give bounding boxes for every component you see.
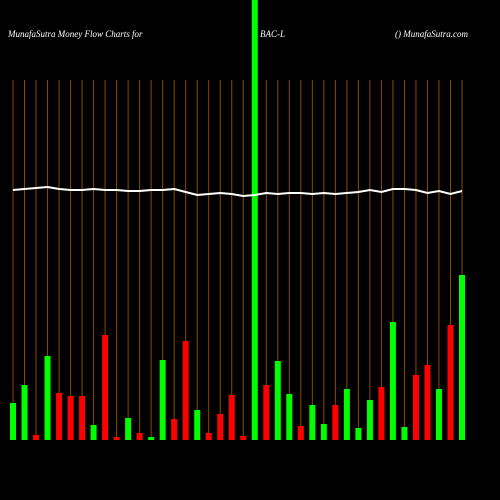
bar (378, 387, 385, 440)
bar (355, 428, 362, 440)
bar (389, 322, 396, 440)
bar (240, 436, 247, 440)
bar (67, 396, 74, 440)
bar (44, 356, 51, 440)
bar (125, 418, 132, 440)
bar (33, 435, 40, 440)
bar (286, 394, 293, 440)
bar (90, 425, 97, 440)
bar (228, 395, 235, 440)
bar (205, 433, 212, 440)
bar (297, 426, 304, 440)
bar (332, 405, 339, 440)
bar (343, 389, 350, 440)
bar (459, 275, 465, 440)
bar (136, 433, 143, 440)
bar (21, 385, 28, 440)
bar (10, 403, 16, 440)
bar (401, 427, 408, 440)
chart-title: MunafaSutra Money Flow Charts for (7, 29, 143, 39)
bar (412, 375, 419, 440)
bar (309, 405, 316, 440)
bar (424, 365, 431, 440)
bar (274, 361, 281, 440)
bar (263, 385, 270, 440)
money-flow-line (12, 185, 463, 198)
bar (159, 360, 166, 440)
source: () MunafaSutra.com (395, 29, 468, 39)
bar (217, 414, 224, 440)
chart-subtitle: BAC-L (260, 29, 285, 39)
bar (182, 341, 189, 440)
bar (56, 393, 63, 440)
bar (148, 437, 155, 440)
bar (79, 396, 86, 440)
bar (251, 0, 258, 440)
bar (320, 424, 327, 440)
bar (366, 400, 373, 440)
bar (194, 410, 201, 440)
bar (435, 389, 442, 440)
bar (447, 325, 454, 440)
bar (171, 419, 178, 440)
bar (102, 335, 109, 440)
bar (113, 437, 120, 440)
